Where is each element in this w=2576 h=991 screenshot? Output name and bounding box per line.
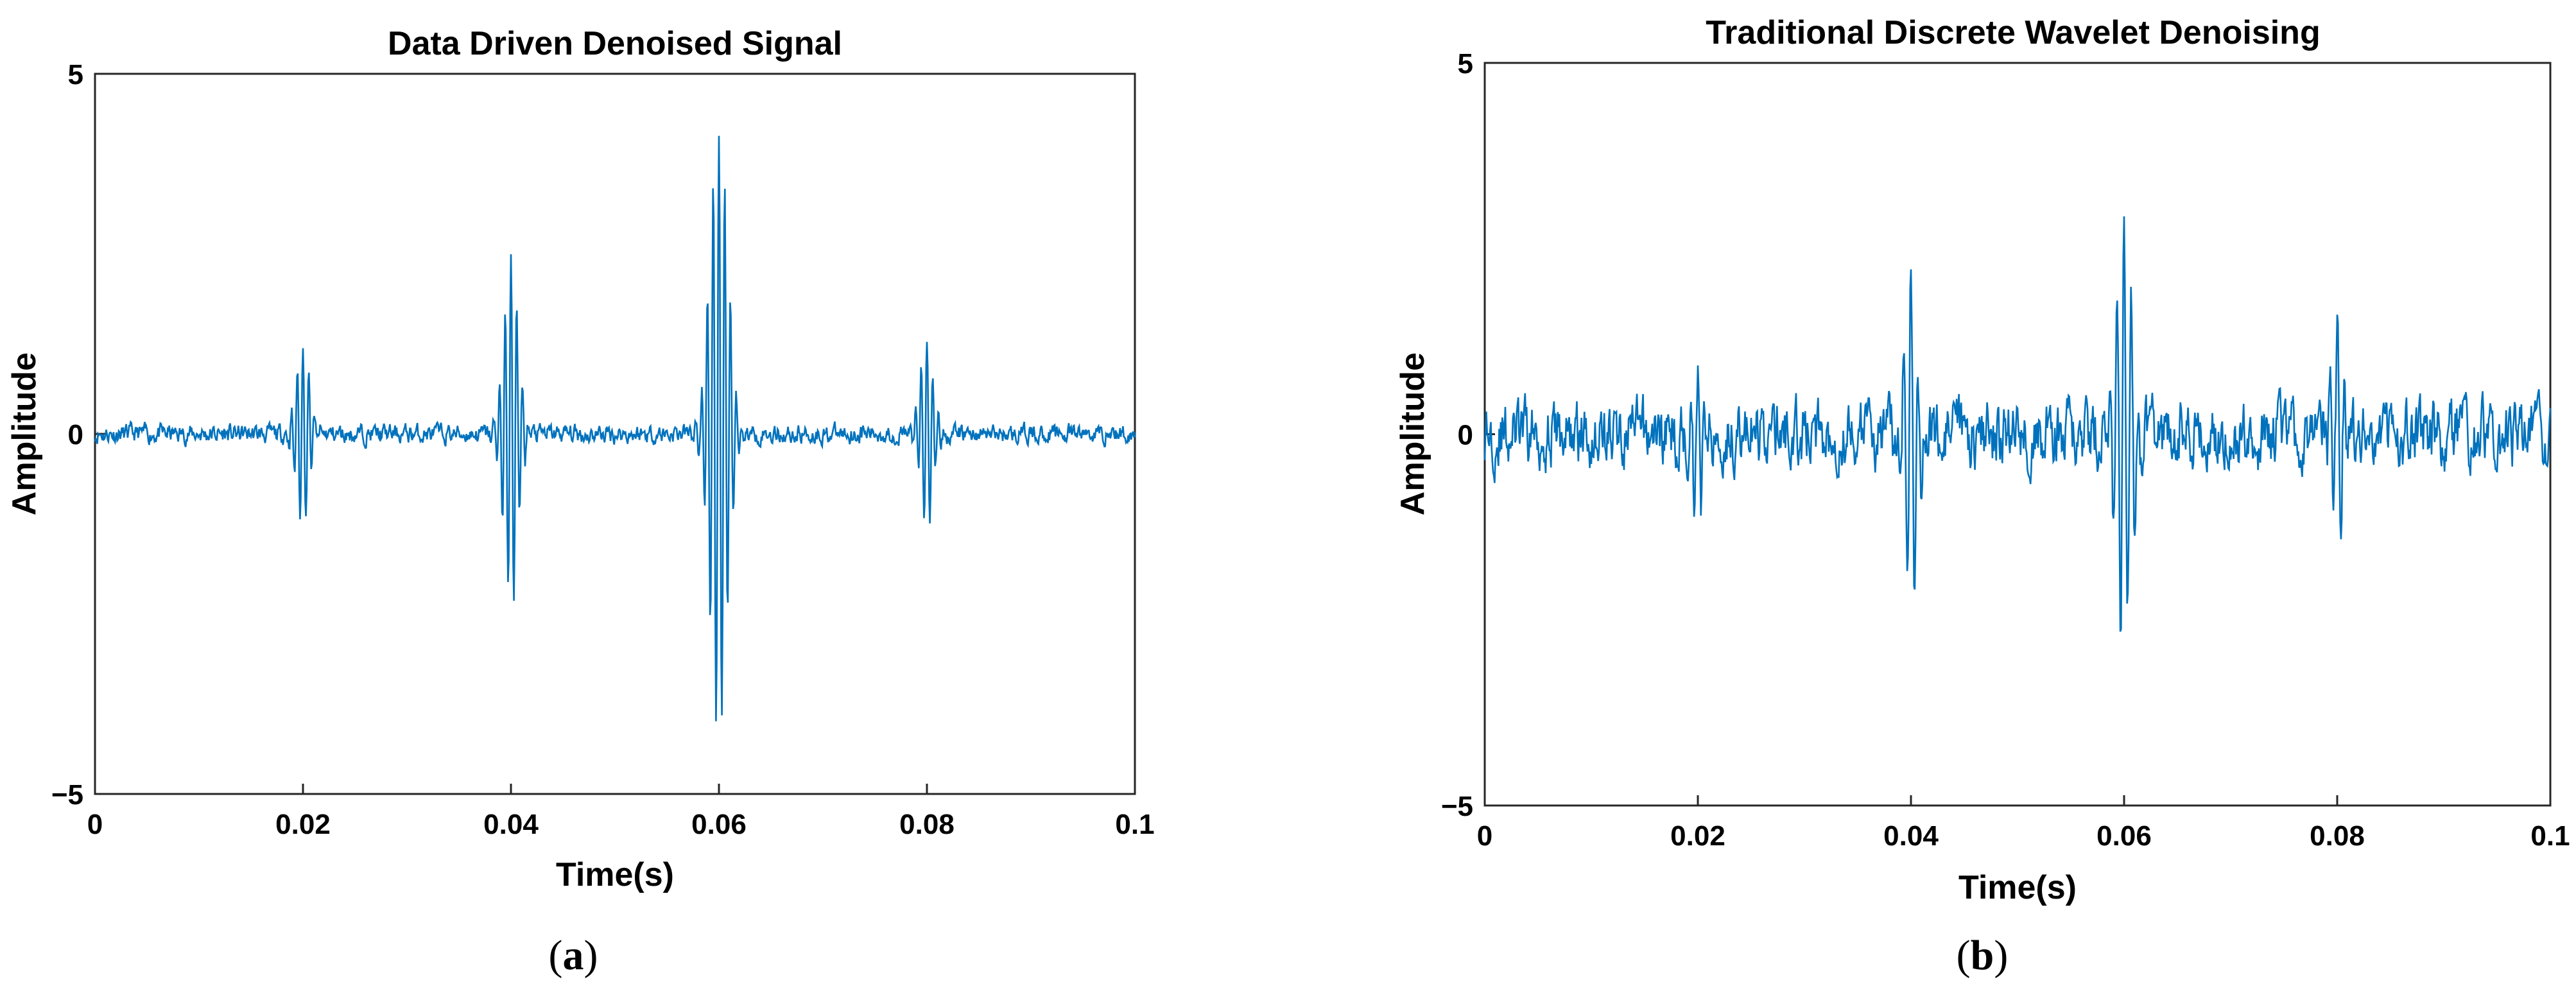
x-tick-label: 0.02 bbox=[1670, 820, 1725, 852]
x-tick-label: 0.08 bbox=[899, 809, 955, 840]
y-tick-label: 5 bbox=[68, 59, 83, 90]
x-tick-label: 0.04 bbox=[1883, 820, 1939, 852]
x-tick-label: 0.06 bbox=[2096, 820, 2152, 852]
panel-a-x-ticks: 0 0.02 0.04 0.06 0.08 0.1 bbox=[87, 784, 1155, 840]
panel-a-y-label: Amplitude bbox=[6, 352, 43, 515]
y-tick-label: 0 bbox=[1458, 420, 1473, 451]
x-tick-label: 0.1 bbox=[2530, 820, 2570, 852]
x-tick-label: 0 bbox=[1477, 820, 1492, 852]
panel-a-title: Data Driven Denoised Signal bbox=[388, 25, 842, 62]
panel-a-caption: (a) bbox=[549, 932, 598, 979]
panel-b-caption: (b) bbox=[1957, 932, 2009, 979]
x-tick-label: 0.06 bbox=[691, 809, 747, 840]
x-tick-label: 0.04 bbox=[483, 809, 539, 840]
panel-b: Traditional Discrete Wavelet Denoising 0… bbox=[1394, 14, 2570, 979]
panel-a-y-ticks: −5 0 5 bbox=[51, 59, 105, 811]
panel-b-title: Traditional Discrete Wavelet Denoising bbox=[1706, 14, 2320, 51]
x-tick-label: 0.08 bbox=[2310, 820, 2365, 852]
panel-a-x-label: Time(s) bbox=[556, 856, 674, 893]
x-tick-label: 0.1 bbox=[1115, 809, 1154, 840]
panel-b-x-ticks: 0 0.02 0.04 0.06 0.08 0.1 bbox=[1477, 795, 2570, 852]
panel-b-y-label: Amplitude bbox=[1394, 352, 1431, 515]
panel-a: Data Driven Denoised Signal 0 0.02 0.04 0.0… bbox=[6, 25, 1155, 979]
panel-b-signal-line bbox=[1483, 216, 2552, 632]
panel-b-x-label: Time(s) bbox=[1958, 869, 2077, 906]
y-tick-label: 0 bbox=[68, 419, 83, 451]
y-tick-label: 5 bbox=[1458, 48, 1473, 80]
panel-b-y-ticks: −5 0 5 bbox=[1441, 48, 1495, 822]
x-tick-label: 0.02 bbox=[275, 809, 331, 840]
x-tick-label: 0 bbox=[87, 809, 103, 840]
panel-a-signal-line bbox=[94, 135, 1136, 721]
y-tick-label: −5 bbox=[1441, 791, 1473, 822]
panel-a-plot-area bbox=[94, 73, 1136, 795]
y-tick-label: −5 bbox=[51, 779, 83, 811]
